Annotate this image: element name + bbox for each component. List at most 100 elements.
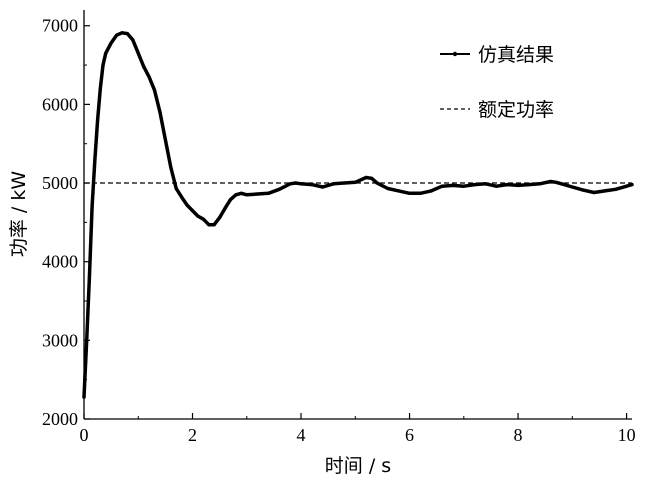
y-tick-label: 6000 [42, 94, 78, 114]
x-tick-label: 8 [514, 425, 523, 445]
series-simulation-point [375, 181, 379, 185]
series-simulation-point [462, 184, 466, 188]
series-simulation-point [440, 184, 444, 188]
series-simulation-point [332, 182, 336, 186]
series-simulation-point [288, 182, 292, 186]
series-simulation-point [630, 183, 634, 187]
plot-area: 0 2 4 6 8 10 2000 3000 4000 5000 6000 7000 [42, 10, 636, 445]
legend-swatch-marker [452, 51, 458, 57]
series-simulation-point [516, 183, 520, 187]
x-tick-label: 6 [405, 425, 414, 445]
x-tick-label: 10 [618, 425, 636, 445]
x-axis-ticks: 0 2 4 6 8 10 [80, 413, 636, 445]
series-simulation-point [228, 198, 233, 202]
legend-label-simulation: 仿真结果 [478, 44, 554, 66]
series-simulation-point [407, 191, 412, 195]
series-simulation-point [163, 138, 167, 142]
series-simulation-point [207, 223, 211, 227]
series-simulation-point [96, 118, 100, 122]
series-simulation-point [570, 185, 574, 189]
series-simulation-point [353, 180, 357, 184]
series-simulation-point [131, 38, 135, 42]
series-simulation-point [158, 110, 162, 114]
series-simulation-point [245, 193, 249, 197]
series-simulation-point [592, 190, 596, 195]
series-simulation-point [527, 183, 531, 187]
series-simulation-point [603, 189, 607, 193]
series-simulation-point [364, 175, 368, 180]
x-tick-label: 2 [188, 425, 197, 445]
series-simulation-point [147, 75, 151, 79]
series-simulation-point [256, 192, 260, 196]
series-simulation-point [125, 31, 129, 36]
series-simulation-point [473, 183, 477, 187]
series-simulation-point [625, 184, 629, 188]
series-simulation-point [451, 183, 455, 187]
series-simulation-point [98, 87, 102, 91]
series-simulation-point [104, 51, 108, 55]
series-simulation-point [223, 206, 227, 210]
series-simulation-point [299, 182, 303, 186]
series-simulation-point [370, 176, 374, 180]
series-simulation-point [82, 395, 86, 399]
legend-item-rated: 额定功率 [440, 99, 554, 121]
series-simulation-point [418, 191, 422, 195]
y-axis-ticks: 2000 3000 4000 5000 6000 7000 [42, 16, 90, 429]
series-simulation-point [180, 195, 184, 199]
series-simulation-point [581, 188, 585, 192]
x-axis-title: 时间 / s [325, 455, 391, 477]
series-simulation-line [82, 31, 634, 399]
series-simulation-point [174, 186, 178, 191]
legend-item-simulation: 仿真结果 [440, 44, 554, 66]
series-simulation-point [169, 165, 173, 169]
series-simulation-point [115, 33, 119, 37]
series-simulation-point [218, 216, 222, 220]
series-simulation-point [538, 182, 542, 186]
series-simulation-point [212, 223, 216, 227]
series-simulation-point [397, 189, 401, 193]
series-simulation-point [277, 187, 281, 191]
y-tick-label: 3000 [42, 330, 78, 350]
series-simulation-point [294, 181, 298, 185]
series-simulation-point [201, 217, 205, 221]
series-simulation-point [120, 31, 124, 35]
series-simulation-point [549, 179, 553, 184]
series-simulation-point [190, 209, 195, 213]
y-tick-label: 5000 [42, 173, 78, 193]
series-simulation-point [196, 214, 200, 218]
y-tick-label: 4000 [42, 252, 78, 272]
series-simulation-point [494, 184, 498, 188]
series-simulation-point [239, 191, 243, 195]
legend-label-rated: 额定功率 [478, 99, 554, 121]
series-simulation-point [234, 193, 238, 197]
series-simulation-point [93, 157, 97, 161]
x-tick-label: 4 [297, 425, 306, 445]
y-tick-label: 7000 [42, 16, 78, 36]
y-axis-title: 功率 / kW [8, 171, 30, 257]
series-simulation-point [321, 185, 325, 189]
series-simulation-point [429, 189, 433, 193]
series-layer [82, 31, 634, 399]
y-tick-label: 2000 [42, 409, 78, 429]
series-simulation-point [90, 205, 94, 209]
series-simulation-point [185, 203, 189, 207]
series-simulation-point [85, 338, 89, 342]
series-simulation-point [386, 186, 390, 191]
series-simulation-point [505, 183, 509, 187]
x-tick-label: 0 [80, 425, 89, 445]
legend: 仿真结果 额定功率 [440, 44, 554, 121]
series-simulation-point [136, 51, 140, 55]
series-simulation-point [101, 63, 105, 67]
series-simulation-point [554, 180, 558, 184]
series-simulation-point [310, 183, 314, 187]
series-simulation-point [87, 275, 91, 279]
series-simulation-point [342, 181, 346, 185]
series-simulation-point [559, 182, 564, 186]
series-simulation-point [266, 191, 271, 195]
series-simulation-point [614, 187, 618, 191]
series-simulation-point [109, 41, 113, 45]
series-simulation-point [483, 182, 488, 186]
series-simulation-point [142, 65, 146, 69]
series-simulation-point [152, 88, 157, 92]
